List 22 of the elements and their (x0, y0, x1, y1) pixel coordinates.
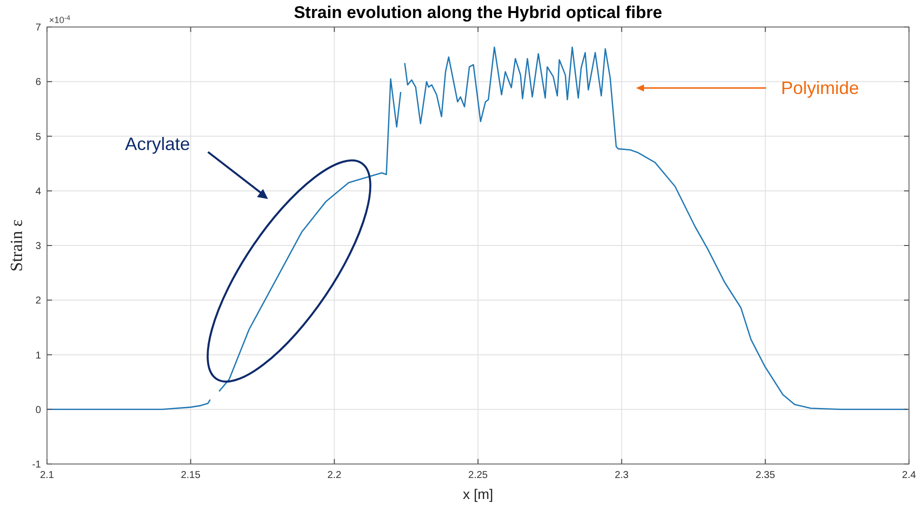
x-tick-label: 2.3 (614, 470, 630, 481)
x-tick-label: 2.1 (40, 470, 54, 481)
chart-title: Strain evolution along the Hybrid optical fibre (294, 3, 662, 22)
x-tick-label: 2.15 (180, 470, 201, 481)
annotation: Acrylate (125, 134, 190, 154)
y-tick-label: 6 (35, 77, 42, 88)
annotation: Polyimide (781, 78, 860, 98)
y-tick-label: -1 (32, 460, 42, 470)
y-tick-label: 7 (35, 22, 42, 34)
x-tick-label: 2.25 (468, 470, 488, 481)
y-tick-label: 2 (35, 296, 42, 307)
y-tick-label: 5 (35, 132, 42, 143)
y-tick-label: 4 (35, 186, 42, 198)
y-axis-title: Strain ε (7, 220, 26, 272)
x-tick-label: 2.2 (327, 470, 342, 481)
x-tick-label: 2.4 (902, 470, 916, 481)
x-axis-title: x [m] (462, 486, 494, 502)
y-tick-label: 1 (35, 350, 42, 362)
y-tick-label: 3 (35, 241, 42, 252)
x-tick-label: 2.35 (756, 470, 776, 481)
y-tick-label: 0 (35, 404, 42, 416)
text: ×10$^{-4}$ (49, 14, 71, 25)
